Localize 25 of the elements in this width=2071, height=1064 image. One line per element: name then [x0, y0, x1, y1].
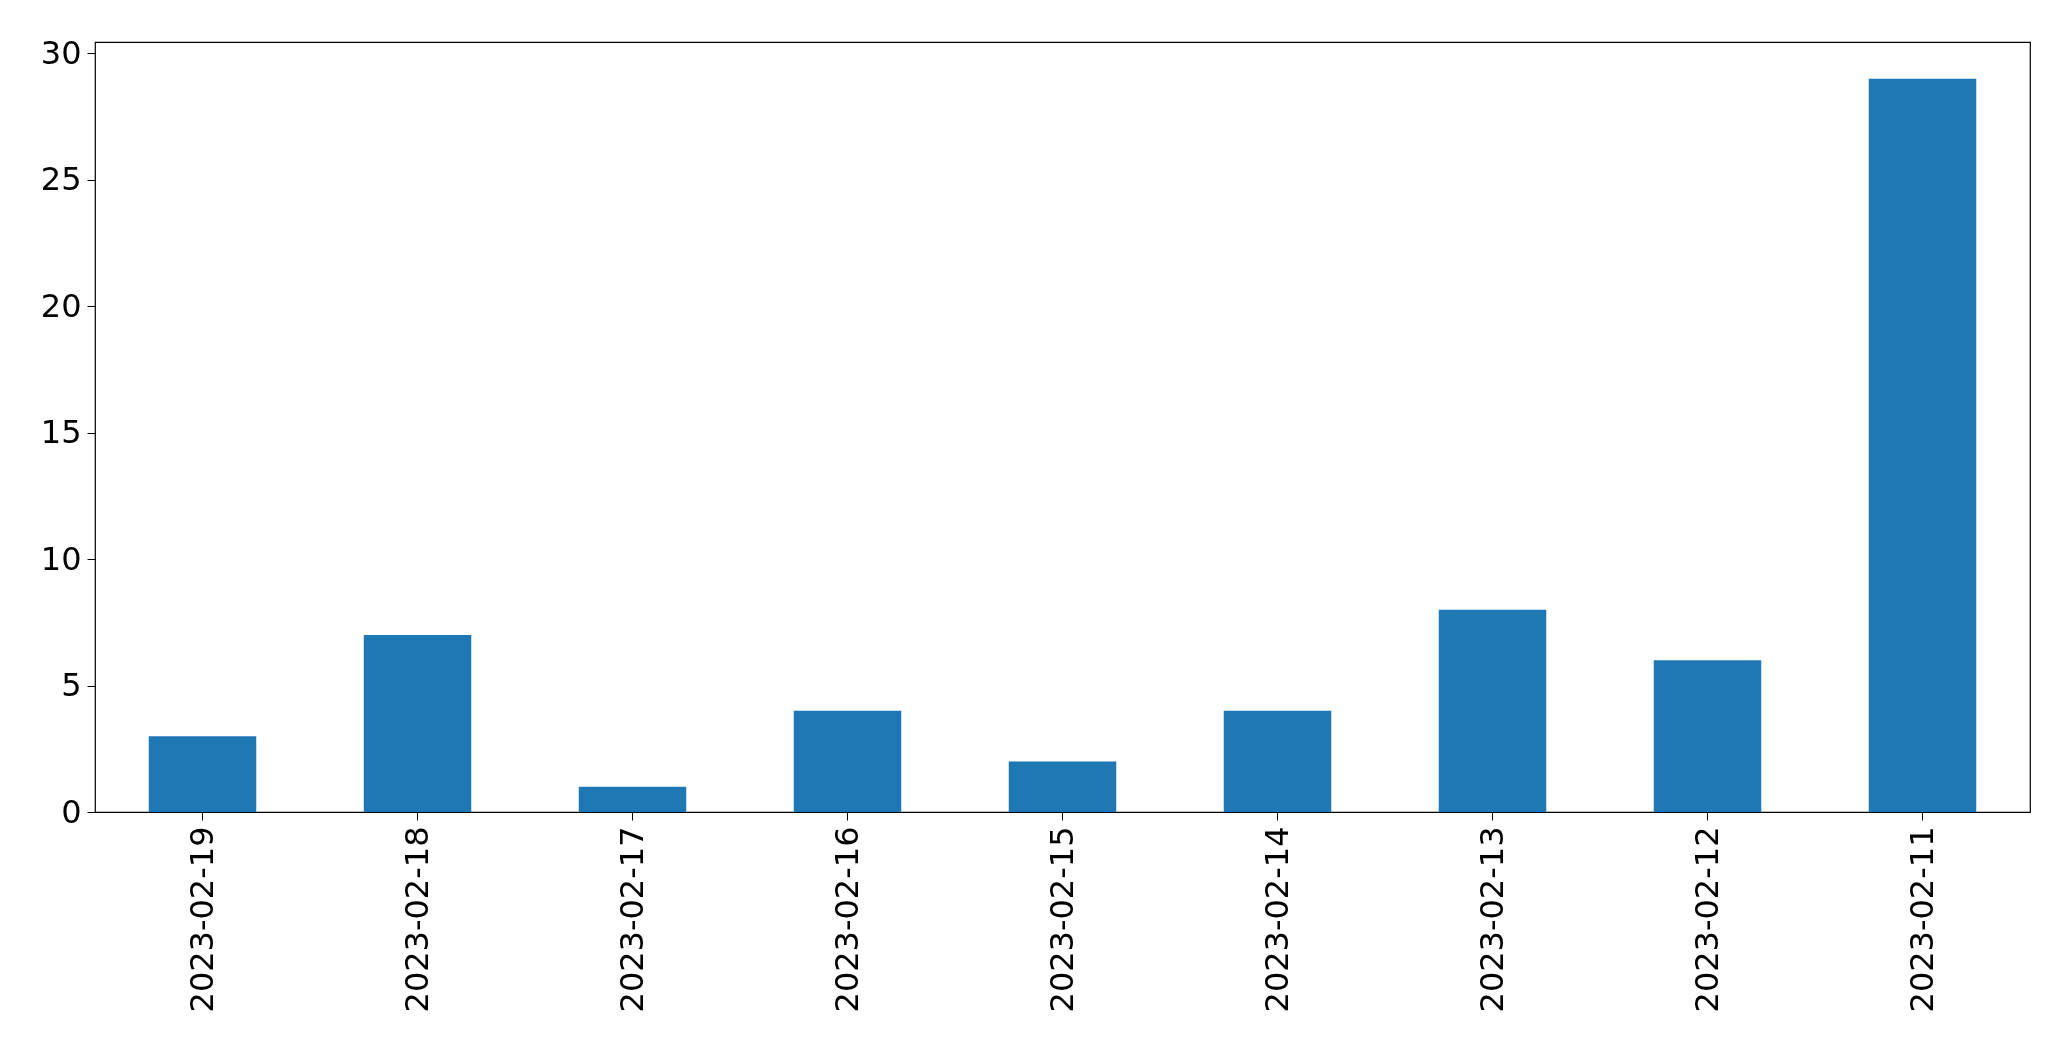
x-tick-label: 2023-02-15	[1042, 826, 1081, 1013]
y-tick-label: 0	[61, 792, 82, 831]
x-tick-label: 2023-02-13	[1472, 826, 1511, 1013]
x-tick-label: 2023-02-17	[612, 826, 651, 1013]
bar	[363, 634, 472, 812]
bar	[793, 710, 902, 812]
bar	[1653, 660, 1762, 812]
y-tick-label: 30	[40, 33, 82, 72]
bar	[1438, 609, 1547, 812]
bar	[1008, 761, 1117, 812]
x-tick-label: 2023-02-18	[397, 826, 436, 1013]
bar	[1223, 710, 1332, 812]
y-tick-label: 15	[40, 413, 82, 452]
x-tick-label: 2023-02-12	[1687, 826, 1726, 1013]
x-tick-label: 2023-02-19	[182, 826, 221, 1013]
bar	[578, 786, 687, 812]
y-tick-label: 10	[40, 539, 82, 578]
y-tick-label: 5	[61, 666, 82, 705]
x-tick-label: 2023-02-11	[1902, 826, 1941, 1013]
x-tick-label: 2023-02-16	[827, 826, 866, 1013]
y-tick-label: 20	[40, 286, 82, 325]
y-tick-label: 25	[40, 160, 82, 199]
bar	[148, 736, 257, 812]
bar	[1868, 78, 1977, 812]
x-tick-label: 2023-02-14	[1257, 826, 1296, 1013]
